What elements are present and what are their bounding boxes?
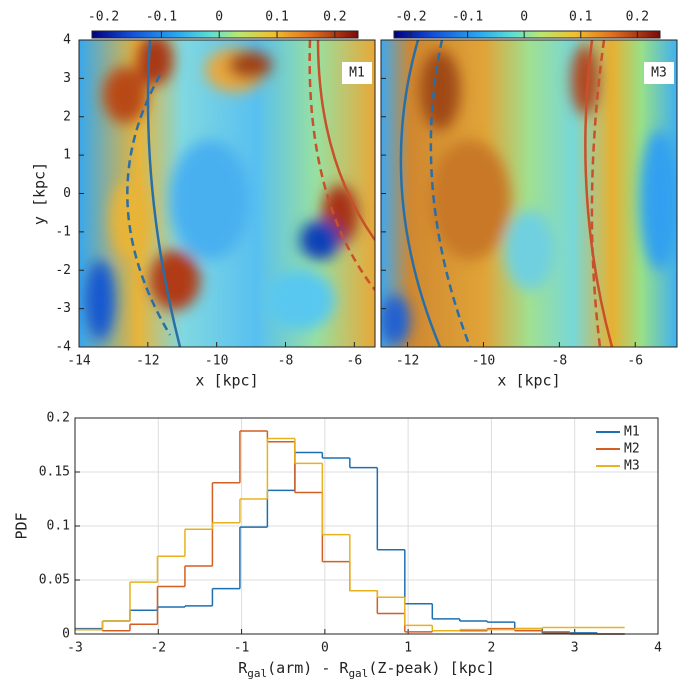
x-tick-label: -10 [205, 354, 228, 369]
y-tick-label: 1 [63, 148, 71, 163]
colorbar-tick-label: -0.1 [452, 10, 483, 25]
x-tick-label: 2 [488, 641, 496, 656]
y-tick-label: -4 [55, 340, 71, 355]
colorbar-tick-label: 0.1 [265, 10, 288, 25]
panel-label-box [644, 62, 674, 84]
y-tick-label: 0.1 [47, 519, 70, 534]
legend-label: M1 [624, 425, 640, 440]
x-axis-label: x [kpc] [497, 372, 560, 390]
y-tick-label: 0.05 [39, 573, 70, 588]
y-axis-label: y [kpc] [31, 162, 49, 225]
heatmap-m1 [79, 40, 375, 347]
x-tick-label: -10 [472, 354, 495, 369]
colorbar-tick-label: -0.2 [395, 10, 426, 25]
x-tick-label: -14 [67, 354, 91, 369]
y-tick-label: 0 [63, 186, 71, 201]
x-tick-label: 0 [321, 641, 329, 656]
axes-frame [74, 417, 659, 635]
x-tick-label: 1 [404, 641, 412, 656]
y-tick-label: 0.15 [39, 465, 70, 480]
x-axis-label-part: (Z-peak) [kpc] [368, 659, 494, 677]
colorbar [393, 30, 661, 39]
x-tick-label: -8 [278, 354, 294, 369]
y-tick-label: 0.2 [47, 411, 70, 426]
colorbar [91, 30, 359, 39]
y-tick-label: 4 [63, 33, 71, 48]
colorbar-tick-label: 0.2 [626, 10, 649, 25]
x-axis-label-part: gal [247, 667, 267, 680]
colorbar-tick-label: 0 [215, 10, 223, 25]
legend-label: M2 [624, 442, 640, 457]
panel-label: M3 [651, 66, 667, 81]
x-axis-label-part: R [238, 659, 248, 677]
y-tick-label: -2 [55, 263, 71, 278]
legend-label: M3 [624, 459, 640, 474]
y-tick-label: -1 [55, 224, 71, 239]
x-tick-label: 3 [571, 641, 579, 656]
colorbar-tick-label: -0.2 [88, 10, 119, 25]
colorbar-tick-label: 0.2 [323, 10, 346, 25]
colorbar-tick-label: -0.1 [146, 10, 177, 25]
panel-label-box [342, 62, 372, 84]
x-tick-label: 4 [654, 641, 662, 656]
x-axis-label: Rgal(arm) - Rgal(Z-peak) [kpc] [238, 659, 495, 681]
x-tick-label: -6 [627, 354, 643, 369]
y-tick-label: 2 [63, 109, 71, 124]
panel-label: M1 [349, 66, 365, 81]
y-tick-label: -3 [55, 301, 71, 316]
x-axis-label: x [kpc] [195, 372, 258, 390]
x-tick-label: -2 [150, 641, 166, 656]
y-tick-label: 0 [62, 627, 70, 642]
x-tick-label: -12 [396, 354, 419, 369]
x-tick-label: -8 [552, 354, 568, 369]
colorbar-tick-label: 0.1 [569, 10, 592, 25]
y-tick-label: 3 [63, 71, 71, 86]
y-axis-label: PDF [13, 512, 31, 539]
x-tick-label: -12 [136, 354, 159, 369]
x-axis-label-part: gal [348, 667, 368, 680]
x-axis-label-part: (arm) - R [267, 659, 349, 677]
colorbar-tick-label: 0 [520, 10, 528, 25]
x-tick-label: -1 [234, 641, 250, 656]
x-tick-label: -6 [347, 354, 363, 369]
x-tick-label: -3 [67, 641, 83, 656]
heatmap-m3 [381, 40, 677, 347]
